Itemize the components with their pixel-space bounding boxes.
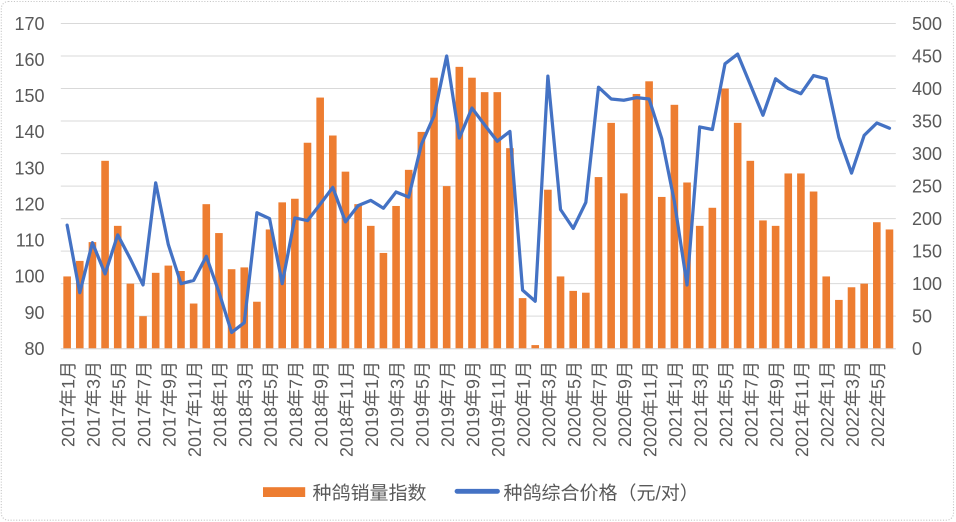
svg-text:160: 160 (14, 50, 44, 70)
svg-text:120: 120 (14, 194, 44, 214)
svg-text:300: 300 (912, 144, 942, 164)
svg-text:140: 140 (14, 122, 44, 142)
svg-text:130: 130 (14, 158, 44, 178)
svg-text:80: 80 (24, 339, 44, 359)
svg-text:170: 170 (14, 14, 44, 34)
svg-text:100: 100 (14, 267, 44, 287)
svg-text:110: 110 (16, 231, 45, 251)
svg-text:350: 350 (912, 111, 942, 131)
svg-text:90: 90 (24, 303, 44, 323)
svg-text:50: 50 (912, 306, 932, 326)
svg-text:250: 250 (912, 176, 942, 196)
svg-text:150: 150 (912, 241, 942, 261)
svg-text:450: 450 (912, 46, 942, 66)
svg-text:150: 150 (14, 86, 44, 106)
svg-text:0: 0 (912, 339, 922, 359)
svg-text:100: 100 (912, 274, 942, 294)
svg-text:500: 500 (912, 14, 942, 34)
svg-text:200: 200 (912, 209, 942, 229)
svg-text:400: 400 (912, 79, 942, 99)
